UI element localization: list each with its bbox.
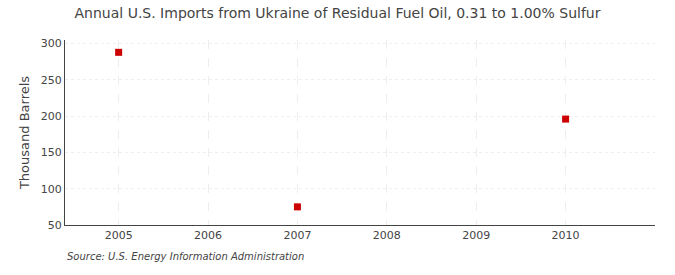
svg-text:300: 300: [41, 37, 62, 50]
svg-text:150: 150: [41, 146, 62, 159]
svg-text:50: 50: [48, 219, 62, 232]
svg-text:2008: 2008: [373, 229, 401, 242]
svg-text:2005: 2005: [105, 229, 133, 242]
svg-text:Thousand Barrels: Thousand Barrels: [17, 76, 32, 190]
svg-text:Source: U.S. Energy Informatio: Source: U.S. Energy Information Administ…: [67, 251, 304, 262]
svg-text:Annual U.S. Imports from Ukrai: Annual U.S. Imports from Ukraine of Resi…: [75, 5, 601, 21]
svg-text:2006: 2006: [194, 229, 222, 242]
svg-text:100: 100: [41, 183, 62, 196]
svg-text:2009: 2009: [462, 229, 490, 242]
svg-text:2010: 2010: [552, 229, 580, 242]
svg-text:2007: 2007: [283, 229, 311, 242]
svg-text:250: 250: [41, 74, 62, 87]
svg-text:200: 200: [41, 110, 62, 123]
